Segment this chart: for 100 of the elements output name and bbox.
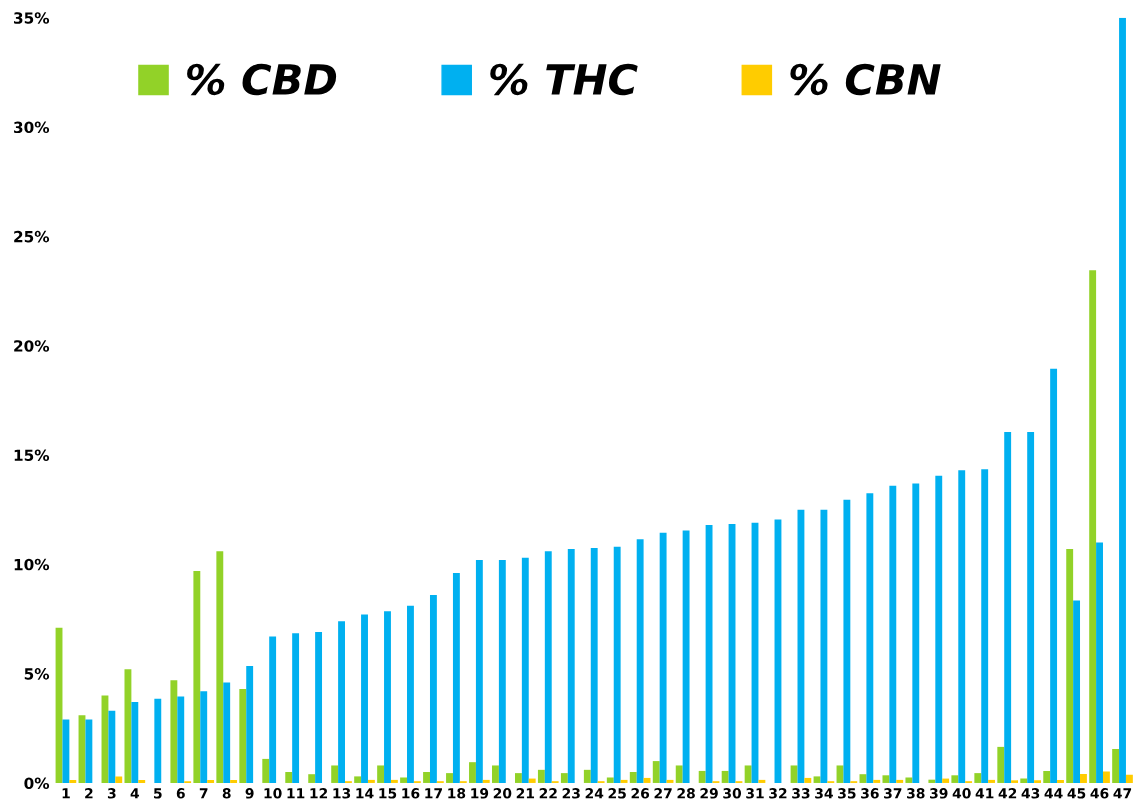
legend-label: % CBD	[187, 63, 337, 96]
x-tick-label: 8	[222, 788, 231, 799]
x-tick-label: 40	[952, 788, 971, 799]
bar	[1057, 779, 1064, 783]
bar	[675, 765, 683, 783]
x-tick-label: 14	[356, 788, 374, 799]
bar	[108, 710, 116, 783]
bar	[85, 719, 93, 783]
x-tick-label: 4	[130, 788, 140, 799]
x-tick-label: 34	[815, 788, 833, 799]
x-tick-label: 5	[154, 788, 162, 799]
bar	[636, 539, 644, 783]
y-tick-label: 5%	[24, 668, 50, 680]
x-tick-label: 16	[402, 788, 420, 799]
y-tick-label: 35%	[14, 12, 50, 24]
x-tick-label: 43	[1021, 788, 1040, 799]
bar	[207, 779, 215, 783]
bar	[124, 669, 132, 783]
bar	[514, 773, 522, 783]
bar	[590, 547, 598, 783]
bar	[400, 777, 408, 783]
y-tick-label: 0%	[24, 777, 50, 789]
x-tick-label: 3	[107, 788, 116, 799]
bar	[682, 530, 690, 783]
x-tick-label: 1	[62, 788, 70, 799]
x-tick-label: 46	[1090, 788, 1109, 799]
x-tick-label: 31	[746, 788, 764, 799]
bar	[1080, 773, 1087, 783]
bar	[997, 746, 1005, 783]
x-tick-label: 15	[379, 788, 397, 799]
legend-label: % THC	[490, 63, 638, 96]
bar	[620, 779, 628, 783]
bar	[843, 499, 851, 783]
bar	[1011, 780, 1018, 783]
bar	[882, 775, 890, 783]
bar	[905, 777, 913, 783]
bar	[423, 772, 430, 783]
bar	[521, 557, 529, 783]
bar	[177, 696, 185, 783]
bar	[407, 605, 414, 783]
bar	[928, 779, 936, 783]
x-tick-label: 23	[562, 788, 580, 799]
bar	[1027, 432, 1035, 783]
bar	[958, 470, 966, 783]
bar	[377, 765, 385, 783]
bar	[804, 777, 812, 783]
bar	[285, 772, 293, 783]
x-tick-label: 2	[85, 788, 93, 799]
bar	[859, 774, 867, 783]
x-tick-label: 19	[471, 788, 489, 799]
bar	[230, 779, 238, 783]
x-tick-label: 10	[264, 788, 282, 799]
x-tick-label: 6	[176, 788, 185, 799]
bar	[797, 509, 805, 783]
bar	[315, 632, 323, 783]
bar	[62, 719, 70, 783]
x-tick-label: 39	[930, 788, 948, 799]
bar	[758, 779, 766, 783]
bar	[744, 765, 752, 783]
bar	[698, 770, 706, 783]
bar	[1119, 17, 1126, 783]
x-tick-label: 25	[608, 788, 626, 799]
bar	[613, 546, 621, 783]
y-tick-label: 15%	[14, 449, 50, 462]
bar	[154, 698, 162, 783]
bar	[629, 772, 637, 783]
bar	[384, 611, 391, 783]
bar	[560, 773, 568, 783]
bar	[889, 485, 897, 783]
bar	[131, 702, 139, 783]
x-tick-label: 18	[448, 788, 466, 799]
bar	[498, 559, 506, 783]
bar	[873, 779, 881, 783]
bar	[528, 778, 536, 783]
bar	[606, 777, 614, 783]
bar	[813, 776, 821, 783]
bar	[544, 551, 552, 783]
bar	[1125, 774, 1133, 783]
bar	[170, 680, 178, 783]
bar	[981, 469, 989, 783]
x-tick-label: 47	[1113, 788, 1132, 799]
bar	[482, 779, 490, 783]
bar	[942, 778, 950, 783]
bar	[1066, 549, 1074, 783]
x-tick-label: 9	[245, 788, 254, 799]
bar	[292, 633, 300, 783]
bar	[367, 779, 375, 783]
bar	[200, 691, 208, 783]
bar	[721, 770, 729, 783]
bar	[338, 621, 345, 783]
x-tick-label: 26	[631, 788, 650, 799]
x-tick-label: 37	[884, 788, 902, 799]
bar	[1004, 432, 1012, 783]
bar	[269, 636, 277, 783]
bar	[262, 758, 270, 783]
bar	[974, 773, 982, 783]
x-tick-label: 29	[700, 788, 718, 799]
bar	[866, 493, 874, 783]
bar	[354, 776, 362, 783]
y-tick-label: 25%	[14, 230, 50, 243]
